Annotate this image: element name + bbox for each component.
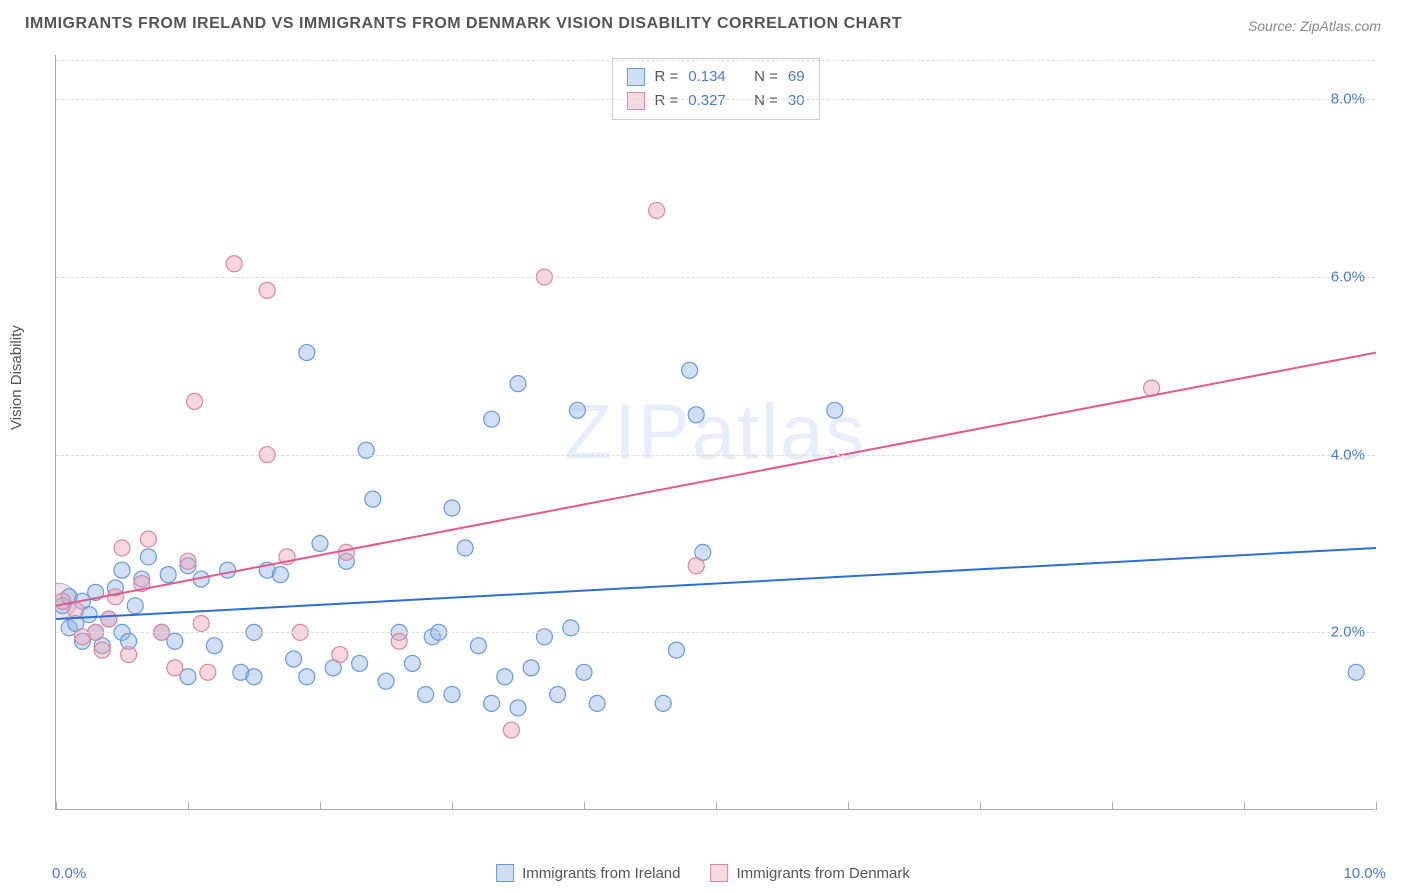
x-tick — [320, 802, 321, 810]
gridline — [56, 632, 1375, 633]
legend-item-ireland: Immigrants from Ireland — [496, 864, 680, 882]
source-attribution: Source: ZipAtlas.com — [1248, 18, 1381, 34]
legend-item-denmark: Immigrants from Denmark — [711, 864, 910, 882]
x-tick — [848, 802, 849, 810]
series-legend: Immigrants from Ireland Immigrants from … — [496, 864, 910, 882]
swatch-blue-icon — [496, 864, 514, 882]
y-tick-label: 6.0% — [1331, 269, 1365, 286]
x-tick-10: 10.0% — [1343, 865, 1386, 882]
plot-area: ZIPatlas R = 0.134 N = 69 R = 0.327 N = … — [55, 55, 1375, 810]
chart-title: IMMIGRANTS FROM IRELAND VS IMMIGRANTS FR… — [25, 15, 902, 33]
x-tick — [1376, 802, 1377, 810]
x-tick — [980, 802, 981, 810]
gridline — [56, 99, 1375, 100]
y-tick-label: 8.0% — [1331, 91, 1365, 108]
y-tick-label: 4.0% — [1331, 446, 1365, 463]
x-tick — [188, 802, 189, 810]
swatch-pink-icon — [711, 864, 729, 882]
gridline — [56, 60, 1375, 61]
legend-label: Immigrants from Ireland — [522, 865, 680, 882]
x-tick — [1244, 802, 1245, 810]
gridline — [56, 277, 1375, 278]
scatter-plot-svg — [56, 55, 1376, 810]
x-tick — [584, 802, 585, 810]
y-tick-label: 2.0% — [1331, 624, 1365, 641]
x-tick — [56, 802, 57, 810]
legend-label: Immigrants from Denmark — [737, 865, 910, 882]
x-tick — [716, 802, 717, 810]
x-tick — [1112, 802, 1113, 810]
x-tick-0: 0.0% — [52, 865, 86, 882]
y-axis-label: Vision Disability — [8, 325, 25, 430]
gridline — [56, 455, 1375, 456]
x-tick — [452, 802, 453, 810]
